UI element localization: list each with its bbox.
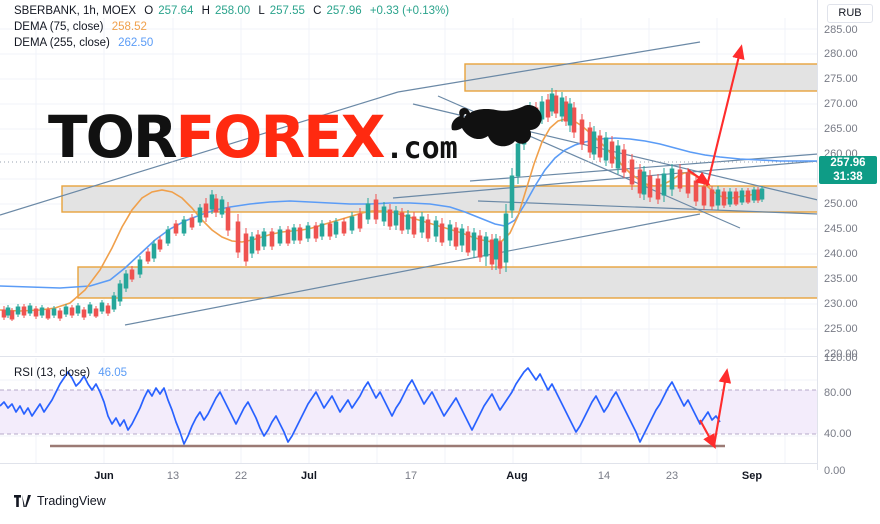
projection-arrows [687, 44, 745, 187]
time-tick-14: 14 [597, 470, 611, 482]
time-tick-sep: Sep [741, 470, 763, 482]
axis-tick-245: 245.00 [824, 223, 858, 235]
projection-up-arrow [705, 44, 745, 187]
axis-tick-275: 275.00 [824, 73, 858, 85]
rsi-projection-arrows [699, 368, 732, 450]
legend-dema75-row: DEMA (75, close) 258.52 [14, 19, 454, 35]
tradingview-logo-icon [14, 495, 31, 507]
axis-tick-230: 230.00 [824, 298, 858, 310]
low-label: L [258, 5, 265, 17]
current-price-badge[interactable]: 257.96 31:38 [819, 156, 877, 184]
dema255-line [0, 137, 818, 289]
legend-symbol-row: SBERBANK, 1h, MOEX O 257.64 H 258.00 L 257.… [14, 3, 454, 19]
price-chart-svg [0, 18, 818, 353]
time-tick-23: 23 [665, 470, 679, 482]
time-tick-aug: Aug [506, 470, 528, 482]
resistance-zone-mid [61, 185, 818, 213]
rsi-axis-tick-40: 40.00 [824, 428, 852, 440]
price-chart-pane[interactable] [0, 18, 818, 353]
support-zone-low [77, 266, 818, 299]
axis-tick-240: 240.00 [824, 248, 858, 260]
dema75-value: 258.52 [111, 21, 147, 33]
legend-dema255-row: DEMA (255, close) 262.50 [14, 35, 454, 51]
rsi-legend: RSI (13, close) 46.05 [14, 365, 132, 381]
trendline-ascending-upper [0, 91, 399, 216]
high-value: 258.00 [214, 5, 251, 17]
axis-tick-225: 225.00 [824, 323, 858, 335]
axis-tick-270: 270.00 [824, 98, 858, 110]
rsi-axis-tick-80: 80.00 [824, 387, 852, 399]
axis-tick-265: 265.00 [824, 123, 858, 135]
trendline-ascending-lower [124, 213, 701, 326]
trendline-channel-lower [477, 200, 818, 215]
rsi-band-fill [0, 390, 818, 434]
rsi-projection-up-arrow [712, 368, 732, 447]
dema255-label[interactable]: DEMA (255, close) [14, 37, 110, 49]
projection-down-arrow [687, 169, 711, 186]
rsi-legend-label: RSI (13, close) [14, 367, 91, 379]
bar-countdown: 31:38 [833, 171, 863, 183]
open-value: 257.64 [158, 5, 194, 17]
time-tick-13: 13 [166, 470, 180, 482]
rsi-projection-down-arrow [699, 419, 716, 450]
rsi-legend-value: 46.05 [98, 367, 128, 379]
axis-tick-285: 285.00 [824, 24, 858, 36]
resistance-zone-top [464, 63, 818, 92]
pane-divider [0, 356, 818, 357]
axis-tick-250: 250.00 [824, 198, 858, 210]
open-label: O [144, 5, 154, 17]
time-axis[interactable]: Jun 13 22 Jul 17 Aug 14 23 Sep [0, 463, 818, 490]
current-price-value: 257.96 [830, 157, 866, 169]
tradingview-footer[interactable]: TradingView [14, 494, 106, 508]
low-value: 257.55 [269, 5, 305, 17]
rsi-chart-svg [0, 358, 818, 463]
high-label: H [201, 5, 210, 17]
close-value: 257.96 [326, 5, 362, 17]
price-axis[interactable]: RUB 285.00 280.00 275.00 270.00 265.00 2… [817, 0, 880, 477]
axis-tick-235: 235.00 [824, 273, 858, 285]
rsi-axis-tick-0: 0.00 [824, 465, 846, 477]
tradingview-brand: TradingView [37, 494, 106, 508]
change-value: +0.33 (+0.13%) [369, 5, 450, 17]
axis-tick-280: 280.00 [824, 48, 858, 60]
chart-legend: SBERBANK, 1h, MOEX O 257.64 H 258.00 L 257.… [14, 3, 454, 51]
rsi-axis-tick-120: 120.00 [824, 352, 858, 364]
dema75-label[interactable]: DEMA (75, close) [14, 21, 104, 33]
time-tick-jun: Jun [94, 470, 114, 482]
axis-tick-220: 220.00 [824, 348, 858, 360]
rsi-line [0, 367, 721, 445]
close-label: C [313, 5, 322, 17]
zone-rectangles [61, 63, 818, 299]
rsi-pane[interactable]: RSI (13, close) 46.05 [0, 358, 818, 463]
trendline-top-right-up [397, 41, 701, 93]
currency-label: RUB [827, 4, 873, 23]
time-tick-17: 17 [404, 470, 418, 482]
symbol-label[interactable]: SBERBANK, 1h, MOEX [14, 5, 137, 17]
time-tick-jul: Jul [301, 470, 317, 482]
time-tick-22: 22 [234, 470, 248, 482]
trendline-mid-right [392, 160, 818, 199]
candlestick-series [1, 88, 765, 321]
dema255-value: 262.50 [118, 37, 154, 49]
